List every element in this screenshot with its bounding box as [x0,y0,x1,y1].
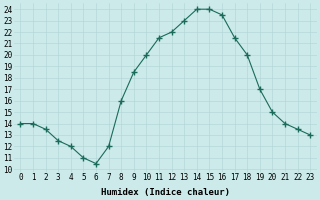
X-axis label: Humidex (Indice chaleur): Humidex (Indice chaleur) [101,188,230,197]
